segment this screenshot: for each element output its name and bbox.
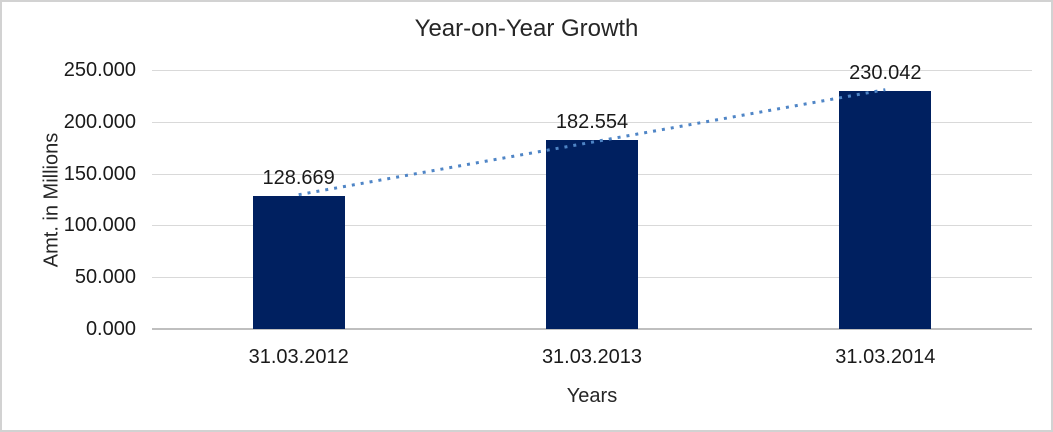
bar-data-label: 182.554 bbox=[555, 110, 629, 133]
x-axis-line bbox=[152, 328, 1032, 330]
y-tick-label: 250.000 bbox=[63, 59, 136, 81]
trendline bbox=[298, 88, 886, 197]
gridline bbox=[152, 121, 1032, 123]
bar-31.03.2013 bbox=[546, 139, 638, 329]
y-tick-label: 150.000 bbox=[63, 162, 136, 185]
bar-data-label: 128.669 bbox=[262, 166, 335, 189]
y-tick-label: 0.000 bbox=[85, 318, 136, 340]
y-tick-label: 100.000 bbox=[63, 214, 136, 237]
bar-31.03.2012 bbox=[252, 195, 345, 329]
bar-data-label: 230.042 bbox=[849, 61, 922, 84]
gridline bbox=[152, 70, 1032, 71]
x-category-label: 31.03.2014 bbox=[835, 346, 936, 368]
x-category-label: 31.03.2012 bbox=[248, 346, 349, 368]
x-axis-title: Years bbox=[566, 385, 618, 407]
chart-title: Year-on-Year Growth bbox=[414, 15, 639, 42]
x-category-label: 31.03.2013 bbox=[541, 346, 643, 368]
plot-area: 128.669 182.554 230.042 bbox=[152, 63, 1032, 330]
y-tick-label: 200.000 bbox=[63, 110, 136, 133]
y-tick-label: 50.000 bbox=[74, 266, 136, 289]
bar-31.03.2014 bbox=[839, 90, 932, 329]
y-axis-title: Amt. in Millions bbox=[40, 132, 63, 268]
